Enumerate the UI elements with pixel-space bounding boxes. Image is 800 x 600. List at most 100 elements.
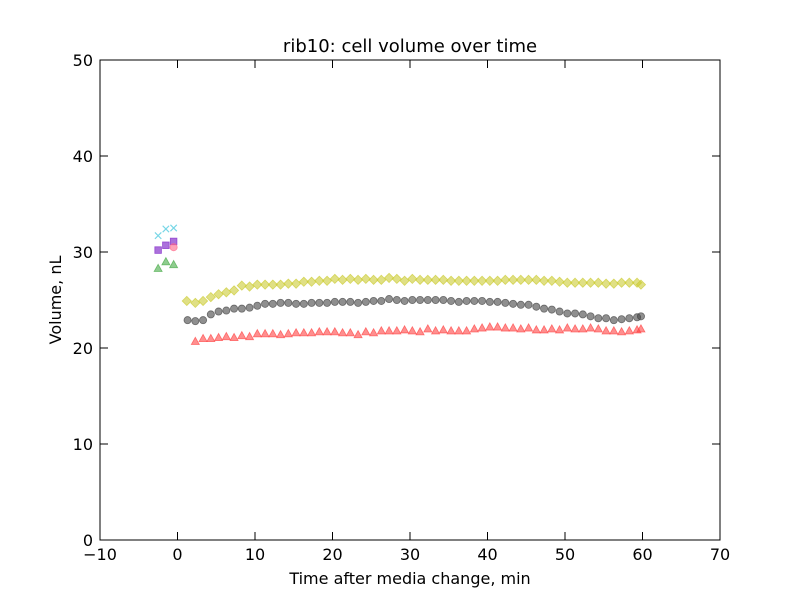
data-point	[414, 274, 426, 286]
data-point	[229, 332, 239, 342]
data-point	[314, 275, 325, 286]
data-point	[346, 297, 355, 306]
data-point	[275, 279, 286, 290]
x-axis-label: Time after media change, min	[288, 569, 530, 588]
data-point	[532, 302, 541, 311]
data-point	[275, 329, 286, 339]
data-point	[439, 295, 448, 304]
data-point	[337, 274, 348, 286]
data-point	[593, 323, 604, 333]
x-tick-label: 20	[322, 545, 342, 564]
data-point	[330, 326, 340, 336]
data-point	[431, 295, 440, 304]
data-point	[493, 297, 502, 306]
data-point	[368, 327, 379, 337]
data-point	[609, 325, 619, 335]
data-point	[461, 275, 472, 286]
data-point	[400, 296, 409, 305]
data-point	[299, 299, 308, 308]
data-point	[478, 296, 487, 305]
data-point	[213, 332, 224, 342]
data-point	[377, 296, 386, 305]
data-point	[600, 278, 612, 289]
data-point	[546, 275, 557, 286]
data-point	[169, 243, 178, 252]
data-point	[330, 297, 339, 306]
data-point	[616, 277, 627, 288]
data-point	[228, 285, 240, 296]
data-point	[538, 275, 550, 286]
data-point	[236, 280, 247, 291]
data-point	[585, 323, 596, 332]
data-point	[608, 278, 619, 289]
data-point	[260, 328, 270, 338]
data-point	[360, 273, 371, 285]
data-point	[392, 295, 401, 304]
data-point	[523, 323, 534, 332]
data-point	[438, 274, 449, 286]
x-tick-label: 40	[477, 545, 497, 564]
data-point	[492, 275, 503, 286]
data-point	[292, 299, 301, 308]
data-point	[206, 333, 216, 343]
data-point	[454, 297, 463, 306]
data-point	[345, 273, 356, 285]
data-point	[298, 276, 309, 287]
data-point	[291, 327, 301, 337]
data-point	[635, 279, 647, 290]
x-tick-label: 0	[172, 545, 182, 564]
data-point	[376, 325, 387, 335]
data-point	[268, 328, 278, 338]
data-point	[569, 277, 581, 288]
data-point	[438, 324, 449, 334]
data-point	[594, 314, 603, 323]
data-point	[523, 274, 534, 286]
data-point	[407, 273, 418, 285]
data-point	[221, 331, 232, 341]
data-point	[415, 326, 425, 336]
data-point	[383, 272, 395, 284]
data-point	[454, 325, 464, 335]
data-point	[162, 225, 170, 233]
data-point	[385, 295, 394, 304]
data-point	[445, 275, 457, 286]
data-point	[453, 275, 464, 286]
data-point	[563, 309, 572, 318]
x-tick-label: 30	[400, 545, 420, 564]
data-point	[181, 295, 192, 307]
data-point	[430, 325, 441, 335]
data-point	[244, 331, 255, 341]
data-point	[230, 304, 239, 313]
data-point	[361, 326, 371, 336]
data-point	[423, 295, 432, 304]
series-1	[183, 295, 645, 326]
data-point	[314, 326, 325, 336]
data-point	[508, 323, 518, 332]
data-point	[191, 317, 200, 326]
data-point	[616, 326, 627, 336]
data-point	[268, 299, 277, 308]
y-tick-label: 0	[83, 531, 93, 550]
data-point	[577, 277, 588, 288]
data-point	[625, 314, 634, 323]
y-tick-label: 50	[73, 51, 93, 70]
data-point	[423, 323, 433, 333]
data-point	[384, 325, 394, 335]
data-point	[617, 315, 626, 324]
data-point	[392, 325, 402, 335]
data-point	[259, 279, 271, 290]
data-point	[306, 276, 317, 287]
data-point	[354, 298, 363, 307]
data-point	[237, 304, 246, 313]
data-point	[585, 277, 596, 288]
y-tick-label: 30	[73, 243, 93, 262]
data-point	[515, 274, 526, 286]
data-point	[531, 324, 542, 334]
data-point	[562, 277, 573, 288]
data-point	[245, 303, 254, 312]
data-point	[322, 326, 332, 336]
data-point	[353, 329, 363, 339]
data-point	[190, 336, 201, 345]
